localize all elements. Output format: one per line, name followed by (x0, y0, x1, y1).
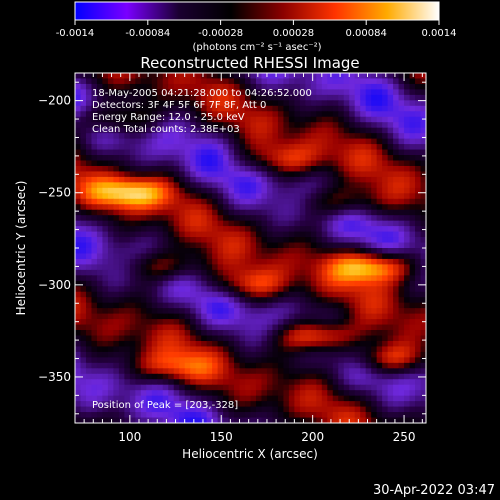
annotations: 18-May-2005 04:21:28.000 to 04:26:52.000… (92, 88, 312, 135)
annotation-line: 18-May-2005 04:21:28.000 to 04:26:52.000 (92, 88, 312, 99)
peak-annotation: Position of Peak = [203,-328] (92, 400, 238, 411)
annotation-line: Detectors: 3F 4F 5F 6F 7F 8F, Att 0 (92, 100, 266, 111)
colorbar-tick-label: 0.00084 (346, 28, 387, 39)
plot-area: 100 150 200 250 −200 −250 −300 −350 (38, 72, 427, 444)
chart-title: Reconstructed RHESSI Image (140, 54, 359, 72)
colorbar-tick-label: -0.00084 (125, 28, 170, 39)
colorbar-tick-label: 0.00028 (273, 28, 314, 39)
colorbar-tick-label: -0.0014 (56, 28, 95, 39)
y-tick-label: −200 (38, 94, 71, 108)
x-tick-label: 200 (301, 430, 324, 444)
colorbar-tick-label: 0.0014 (422, 28, 457, 39)
axes: 100 150 200 250 −200 −250 −300 −350 (38, 73, 426, 444)
heatmap (75, 73, 426, 423)
x-tick-label: 250 (393, 430, 416, 444)
x-tick-label: 150 (210, 430, 233, 444)
annotation-line: Clean Total counts: 2.38E+03 (92, 124, 240, 135)
y-axis-label: Heliocentric Y (arcsec) (14, 181, 28, 316)
annotation-line: Energy Range: 12.0 - 25.0 keV (92, 112, 245, 123)
x-tick-label: 100 (118, 430, 141, 444)
colorbar-tick-label: -0.00028 (198, 28, 243, 39)
timestamp: 30-Apr-2022 03:47 (373, 483, 495, 498)
y-tick-label: −350 (38, 370, 71, 384)
colorbar-gradient (74, 1, 440, 21)
colorbar-ticks: -0.0014 -0.00084 -0.00028 0.00028 0.00084 0.0… (56, 20, 457, 39)
colorbar-unit-label: (photons cm⁻² s⁻¹ asec⁻²) (192, 42, 321, 53)
y-tick-label: −250 (38, 186, 71, 200)
y-tick-label: −300 (38, 278, 71, 292)
colorbar: -0.0014 -0.00084 -0.00028 0.00028 0.00084 0.0… (56, 1, 457, 53)
x-axis-label: Heliocentric X (arcsec) (182, 447, 318, 461)
